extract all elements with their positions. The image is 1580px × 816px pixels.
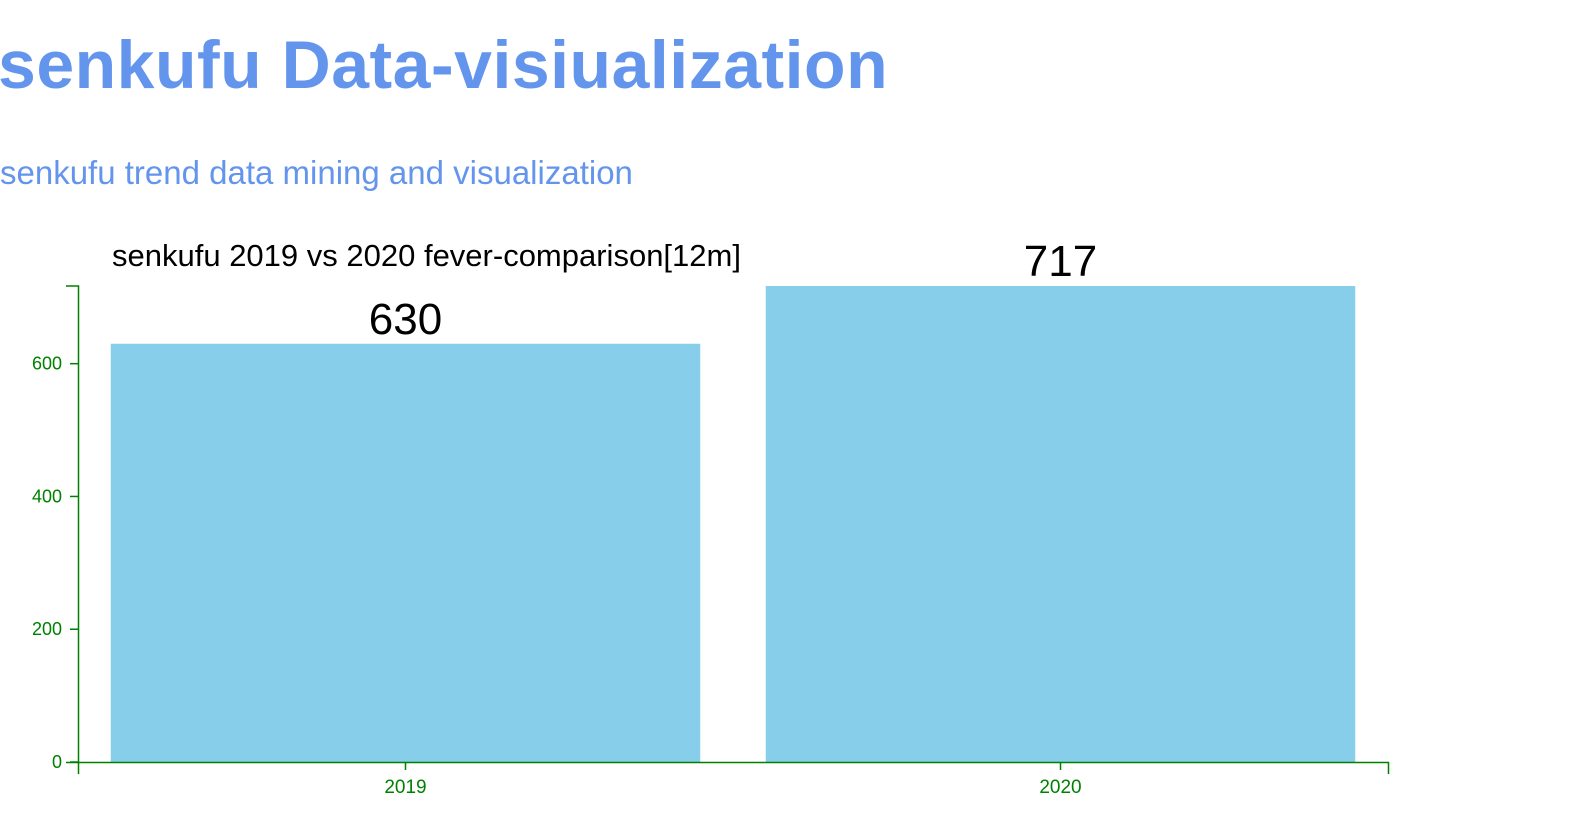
bar-value-label: 630	[369, 295, 442, 344]
x-axis-line	[77, 761, 1390, 774]
y-tick-label: 0	[52, 752, 62, 772]
y-tick-label: 200	[32, 619, 62, 639]
y-tick-label: 400	[32, 486, 62, 506]
chart-title: senkufu 2019 vs 2020 fever-comparison[12…	[112, 238, 741, 273]
x-tick-label: 2020	[1039, 777, 1081, 798]
y-axis-line	[66, 285, 80, 764]
x-tick-label: 2019	[384, 777, 426, 798]
page-subtitle: senkufu trend data mining and visualizat…	[0, 154, 633, 191]
bar-2020	[765, 286, 1356, 762]
bar-value-label: 717	[1024, 237, 1097, 286]
page-title: senkufu Data-visiualization	[0, 27, 889, 103]
plot-area: 630 717 0 200 400 600 2019 2020	[32, 237, 1390, 798]
y-tick-label: 600	[32, 354, 62, 374]
bar-2019	[110, 343, 701, 762]
